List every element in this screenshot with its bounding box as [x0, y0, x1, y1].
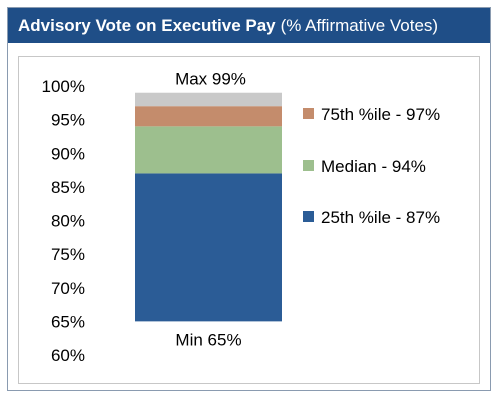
y-tick-label: 80% — [51, 212, 85, 231]
legend-label: Median - 94% — [321, 157, 426, 176]
bar-segment-max — [135, 92, 282, 107]
legend-swatch — [303, 160, 314, 171]
max-label: Max 99% — [175, 70, 246, 89]
min-label: Min 65% — [175, 330, 241, 349]
bar-segment-median — [135, 126, 282, 174]
bar-segment-75th-ile — [135, 106, 282, 127]
y-tick-label: 100% — [42, 77, 85, 96]
y-tick-label: 75% — [51, 245, 85, 264]
y-tick-label: 70% — [51, 279, 85, 298]
y-tick-label: 65% — [51, 312, 85, 331]
y-tick-label: 95% — [51, 111, 85, 130]
chart-title: Advisory Vote on Executive Pay — [18, 15, 276, 35]
y-tick-label: 60% — [51, 346, 85, 365]
chart-title-bar: Advisory Vote on Executive Pay (% Affirm… — [8, 8, 490, 43]
bar-segment-25th-ile — [135, 173, 282, 322]
legend-label: 25th %ile - 87% — [321, 208, 440, 227]
y-tick-label: 90% — [51, 144, 85, 163]
y-tick-label: 85% — [51, 178, 85, 197]
chart-subtitle: (% Affirmative Votes) — [280, 15, 439, 35]
chart-card: Advisory Vote on Executive Pay (% Affirm… — [7, 7, 491, 391]
legend-swatch — [303, 108, 314, 119]
legend-swatch — [303, 211, 314, 222]
legend-label: 75th %ile - 97% — [321, 105, 440, 124]
